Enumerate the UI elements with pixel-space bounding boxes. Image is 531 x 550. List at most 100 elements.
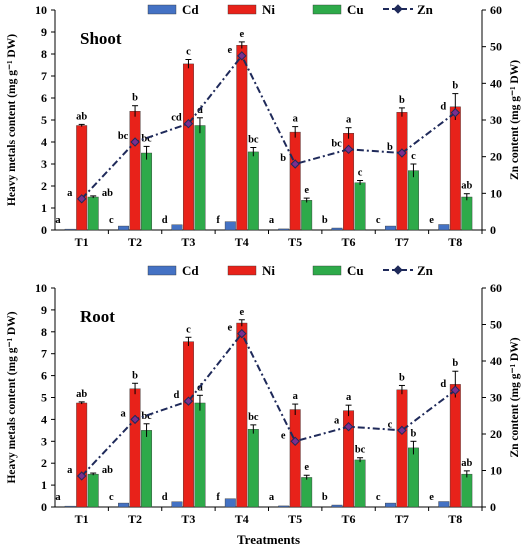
significance-letter-cd: e	[429, 215, 434, 226]
significance-letter-cd: a	[269, 215, 275, 226]
bar-cd	[118, 502, 130, 508]
significance-letter-zn: cd	[171, 113, 182, 124]
legend-swatch-cd	[147, 4, 177, 15]
right-tick-label: 60	[490, 281, 502, 295]
significance-letter-zn: d	[440, 379, 446, 390]
legend-label-ni: Ni	[262, 2, 275, 17]
significance-letter-zn: b	[387, 142, 393, 153]
category-label: T6	[342, 235, 356, 249]
significance-letter-zn: bc	[331, 138, 342, 149]
significance-letter-ni: b	[132, 370, 138, 381]
significance-letter-cu: ab	[102, 188, 113, 199]
bar-ni	[76, 402, 88, 508]
significance-letter-zn: c	[388, 419, 393, 430]
right-tick-label: 60	[490, 3, 502, 17]
significance-letter-zn: a	[67, 188, 73, 199]
significance-letter-zn: a	[334, 416, 340, 427]
zn-marker	[343, 144, 354, 155]
legend-marker-zn	[393, 265, 403, 275]
right-tick-label: 50	[490, 40, 502, 54]
category-label: T8	[448, 235, 462, 249]
legend-label-cu: Cu	[347, 2, 364, 17]
significance-letter-cu: bc	[355, 445, 366, 456]
significance-letter-cu: ab	[461, 458, 472, 469]
zn-marker	[130, 414, 140, 425]
significance-letter-zn: bc	[118, 131, 129, 142]
zn-marker	[397, 425, 407, 436]
significance-letter-ni: a	[293, 391, 299, 402]
significance-letter-cu: bc	[248, 135, 259, 146]
bar-ni	[449, 106, 461, 231]
significance-letter-zn: a	[120, 408, 126, 419]
significance-letter-cu: c	[358, 168, 363, 179]
significance-letter-zn: b	[280, 153, 286, 164]
bar-cu	[354, 182, 366, 231]
left-tick-label: 7	[41, 347, 47, 361]
significance-letter-ni: b	[452, 358, 458, 369]
left-tick-label: 0	[41, 500, 47, 514]
bar-cd	[64, 505, 76, 508]
significance-letter-cu: bc	[248, 412, 259, 423]
bar-cu	[301, 200, 313, 231]
significance-letter-cd: e	[429, 492, 434, 503]
left-tick-label: 7	[41, 69, 47, 83]
bar-cu	[87, 473, 99, 508]
left-tick-label: 10	[35, 3, 47, 17]
bar-cu	[407, 447, 419, 508]
bar-cd	[278, 228, 290, 231]
significance-letter-cu: ab	[102, 465, 113, 476]
significance-letter-ni: a	[346, 392, 352, 403]
zn-marker	[290, 159, 300, 169]
bar-cu	[247, 429, 259, 508]
significance-letter-ni: b	[399, 95, 405, 106]
legend: Cd Ni Cu Zn	[147, 2, 434, 17]
legend-marker-zn	[393, 4, 403, 14]
bar-ni	[129, 388, 141, 508]
legend-label-cd: Cd	[182, 263, 199, 278]
left-tick-label: 3	[41, 434, 47, 448]
legend-swatch-cu	[312, 4, 342, 15]
bar-ni	[289, 131, 301, 231]
bar-cu	[141, 152, 153, 231]
left-tick-label: 9	[41, 25, 47, 39]
significance-letter-ni: b	[452, 81, 458, 92]
category-label: T8	[448, 512, 462, 526]
category-label: T3	[181, 235, 195, 249]
right-tick-label: 20	[490, 427, 502, 441]
bar-cu	[461, 473, 473, 508]
legend-label-ni: Ni	[262, 263, 275, 278]
significance-letter-cd: b	[322, 215, 328, 226]
bar-cu	[87, 196, 99, 231]
zn-marker	[343, 421, 354, 432]
significance-letter-cu: ab	[461, 181, 472, 192]
left-tick-label: 0	[41, 223, 47, 237]
legend-label-zn: Zn	[417, 263, 434, 278]
zn-marker	[290, 436, 300, 447]
bar-cd	[64, 228, 76, 231]
bar-ni	[182, 63, 194, 231]
bar-cu	[354, 459, 366, 508]
bar-cu	[141, 430, 153, 508]
left-tick-label: 3	[41, 157, 47, 171]
y-axis-title: Heavy metals content (mg g⁻¹ DW)	[6, 34, 18, 206]
category-label: T4	[235, 235, 249, 249]
bar-ni	[182, 341, 194, 508]
left-tick-label: 4	[41, 412, 47, 426]
legend: Cd Ni Cu Zn	[147, 263, 434, 278]
bar-cd	[278, 505, 290, 508]
chart-panel-shoot: 0 1 2 3 4 5 6 7 8 9 10 0 10 20 30 40 50 60 Heavy metals co…	[6, 2, 521, 249]
category-label: T2	[128, 235, 142, 249]
significance-letter-cd: f	[216, 215, 220, 226]
bar-ni	[396, 389, 408, 508]
bar-cd	[331, 227, 343, 231]
significance-letter-cd: c	[109, 492, 114, 503]
zn-marker	[183, 118, 194, 129]
zn-marker	[130, 137, 140, 147]
right-tick-label: 30	[490, 113, 502, 127]
panel-title: Root	[80, 307, 115, 326]
left-tick-label: 8	[41, 325, 47, 339]
significance-letter-ni: c	[186, 324, 191, 335]
significance-letter-cd: d	[162, 215, 168, 226]
bar-cd	[438, 501, 450, 508]
bar-cd	[384, 502, 396, 508]
